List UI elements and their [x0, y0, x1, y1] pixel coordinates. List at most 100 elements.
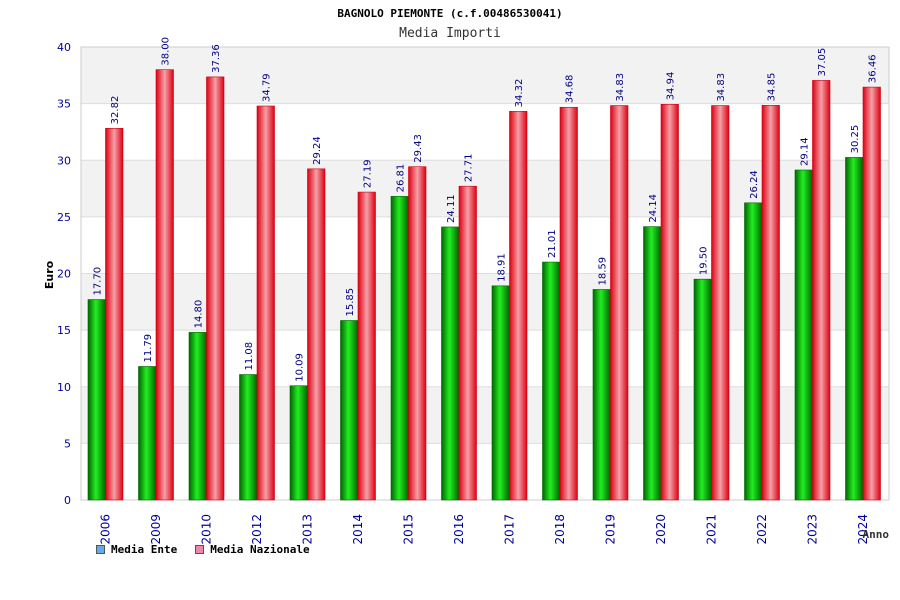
data-label: 37.36 [211, 44, 222, 73]
x-tick-label: 2021 [705, 514, 719, 545]
bar [390, 196, 409, 501]
data-label: 29.24 [312, 136, 323, 165]
data-label: 18.59 [598, 257, 609, 286]
legend-item-media-ente: Media Ente [96, 543, 177, 556]
data-label: 27.19 [363, 159, 374, 188]
x-tick-label: 2016 [452, 514, 466, 545]
data-label: 19.50 [699, 247, 710, 276]
data-label: 36.46 [868, 54, 879, 83]
bar [812, 80, 831, 501]
x-tick-label: 2013 [301, 514, 315, 545]
bar [542, 261, 561, 501]
y-axis: 0 5 10 15 20 25 30 35 40 [57, 41, 71, 507]
data-label: 34.32 [514, 79, 525, 108]
bar [643, 226, 662, 501]
data-label: 38.00 [161, 37, 172, 66]
bar [711, 105, 730, 501]
data-label: 11.08 [244, 342, 255, 371]
bar [845, 157, 864, 501]
bar [408, 166, 427, 501]
data-label: 34.79 [262, 73, 273, 102]
bar [862, 86, 881, 501]
y-tick-label: 20 [57, 268, 71, 281]
y-tick-label: 0 [64, 494, 71, 507]
data-label: 26.81 [396, 164, 407, 193]
y-tick-label: 15 [57, 324, 71, 337]
x-tick-label: 2022 [755, 514, 769, 545]
bar [744, 202, 763, 501]
data-label: 21.01 [547, 229, 558, 258]
y-axis-label: Euro [43, 260, 56, 289]
data-label: 34.85 [767, 73, 778, 102]
bar [256, 105, 275, 501]
bar [458, 185, 477, 501]
y-tick-label: 30 [57, 154, 71, 167]
data-label: 37.05 [817, 48, 828, 77]
data-label: 17.70 [93, 267, 104, 296]
x-tick-label: 2024 [856, 514, 870, 545]
bar [660, 104, 679, 501]
bar [441, 226, 460, 501]
data-label: 29.14 [800, 137, 811, 166]
x-tick-label: 2015 [402, 514, 416, 545]
x-tick-label: 2006 [99, 514, 113, 545]
legend: Media Ente Media Nazionale [96, 543, 310, 556]
bar [340, 320, 359, 501]
bar [289, 385, 308, 501]
bars: 17.70 32.82 11.79 38.00 14.80 37.36 11.08 34.79… [87, 37, 881, 501]
x-tick-label: 2019 [604, 514, 618, 545]
data-label: 26.24 [749, 170, 760, 199]
data-label: 29.43 [413, 134, 424, 163]
bar [307, 168, 326, 501]
data-label: 30.25 [850, 125, 861, 154]
bar [610, 105, 629, 501]
data-label: 14.80 [194, 300, 205, 329]
data-label: 18.91 [497, 253, 508, 282]
bar [794, 169, 813, 501]
bar [592, 289, 611, 501]
legend-label: Media Ente [111, 543, 178, 556]
plot-border [80, 46, 890, 501]
legend-item-media-nazionale: Media Nazionale [195, 543, 310, 556]
data-label: 24.11 [446, 194, 457, 223]
y-tick-label: 5 [64, 437, 71, 450]
bar [206, 76, 225, 501]
x-tick-label: 2010 [200, 514, 214, 545]
data-label: 27.71 [464, 154, 475, 183]
x-axis: 2006 2009 2010 2012 2013 2014 2015 2016 2017 2018… [99, 514, 871, 545]
legend-swatch [195, 545, 205, 554]
x-tick-label: 2012 [250, 514, 264, 545]
bar [357, 191, 376, 501]
y-tick-label: 25 [57, 211, 71, 224]
chart-subtitle: Media Importi [399, 26, 501, 41]
bar [509, 111, 528, 501]
bar [491, 285, 510, 501]
data-label: 34.83 [615, 73, 626, 102]
data-label: 15.85 [345, 288, 356, 317]
x-axis-label: Anno [863, 528, 890, 541]
legend-swatch [96, 545, 105, 554]
bar [138, 366, 157, 501]
bar [761, 105, 780, 501]
x-tick-label: 2020 [654, 514, 668, 545]
bar [239, 374, 258, 501]
x-tick-label: 2023 [806, 514, 820, 545]
bar [559, 106, 578, 501]
x-tick-label: 2009 [149, 514, 163, 545]
chart-title: BAGNOLO PIEMONTE (c.f.00486530041) [337, 7, 562, 20]
x-tick-label: 2017 [503, 514, 517, 545]
x-tick-label: 2014 [351, 514, 365, 545]
data-label: 10.09 [295, 353, 306, 382]
data-label: 34.94 [666, 72, 677, 101]
bar [188, 332, 207, 501]
bar [155, 69, 174, 501]
data-label: 34.83 [716, 73, 727, 102]
legend-label: Media Nazionale [210, 543, 310, 556]
bar [105, 128, 124, 501]
bar [87, 299, 106, 501]
y-tick-label: 10 [57, 381, 71, 394]
data-label: 32.82 [110, 96, 121, 125]
y-tick-label: 35 [57, 98, 71, 111]
data-label: 34.68 [565, 75, 576, 104]
